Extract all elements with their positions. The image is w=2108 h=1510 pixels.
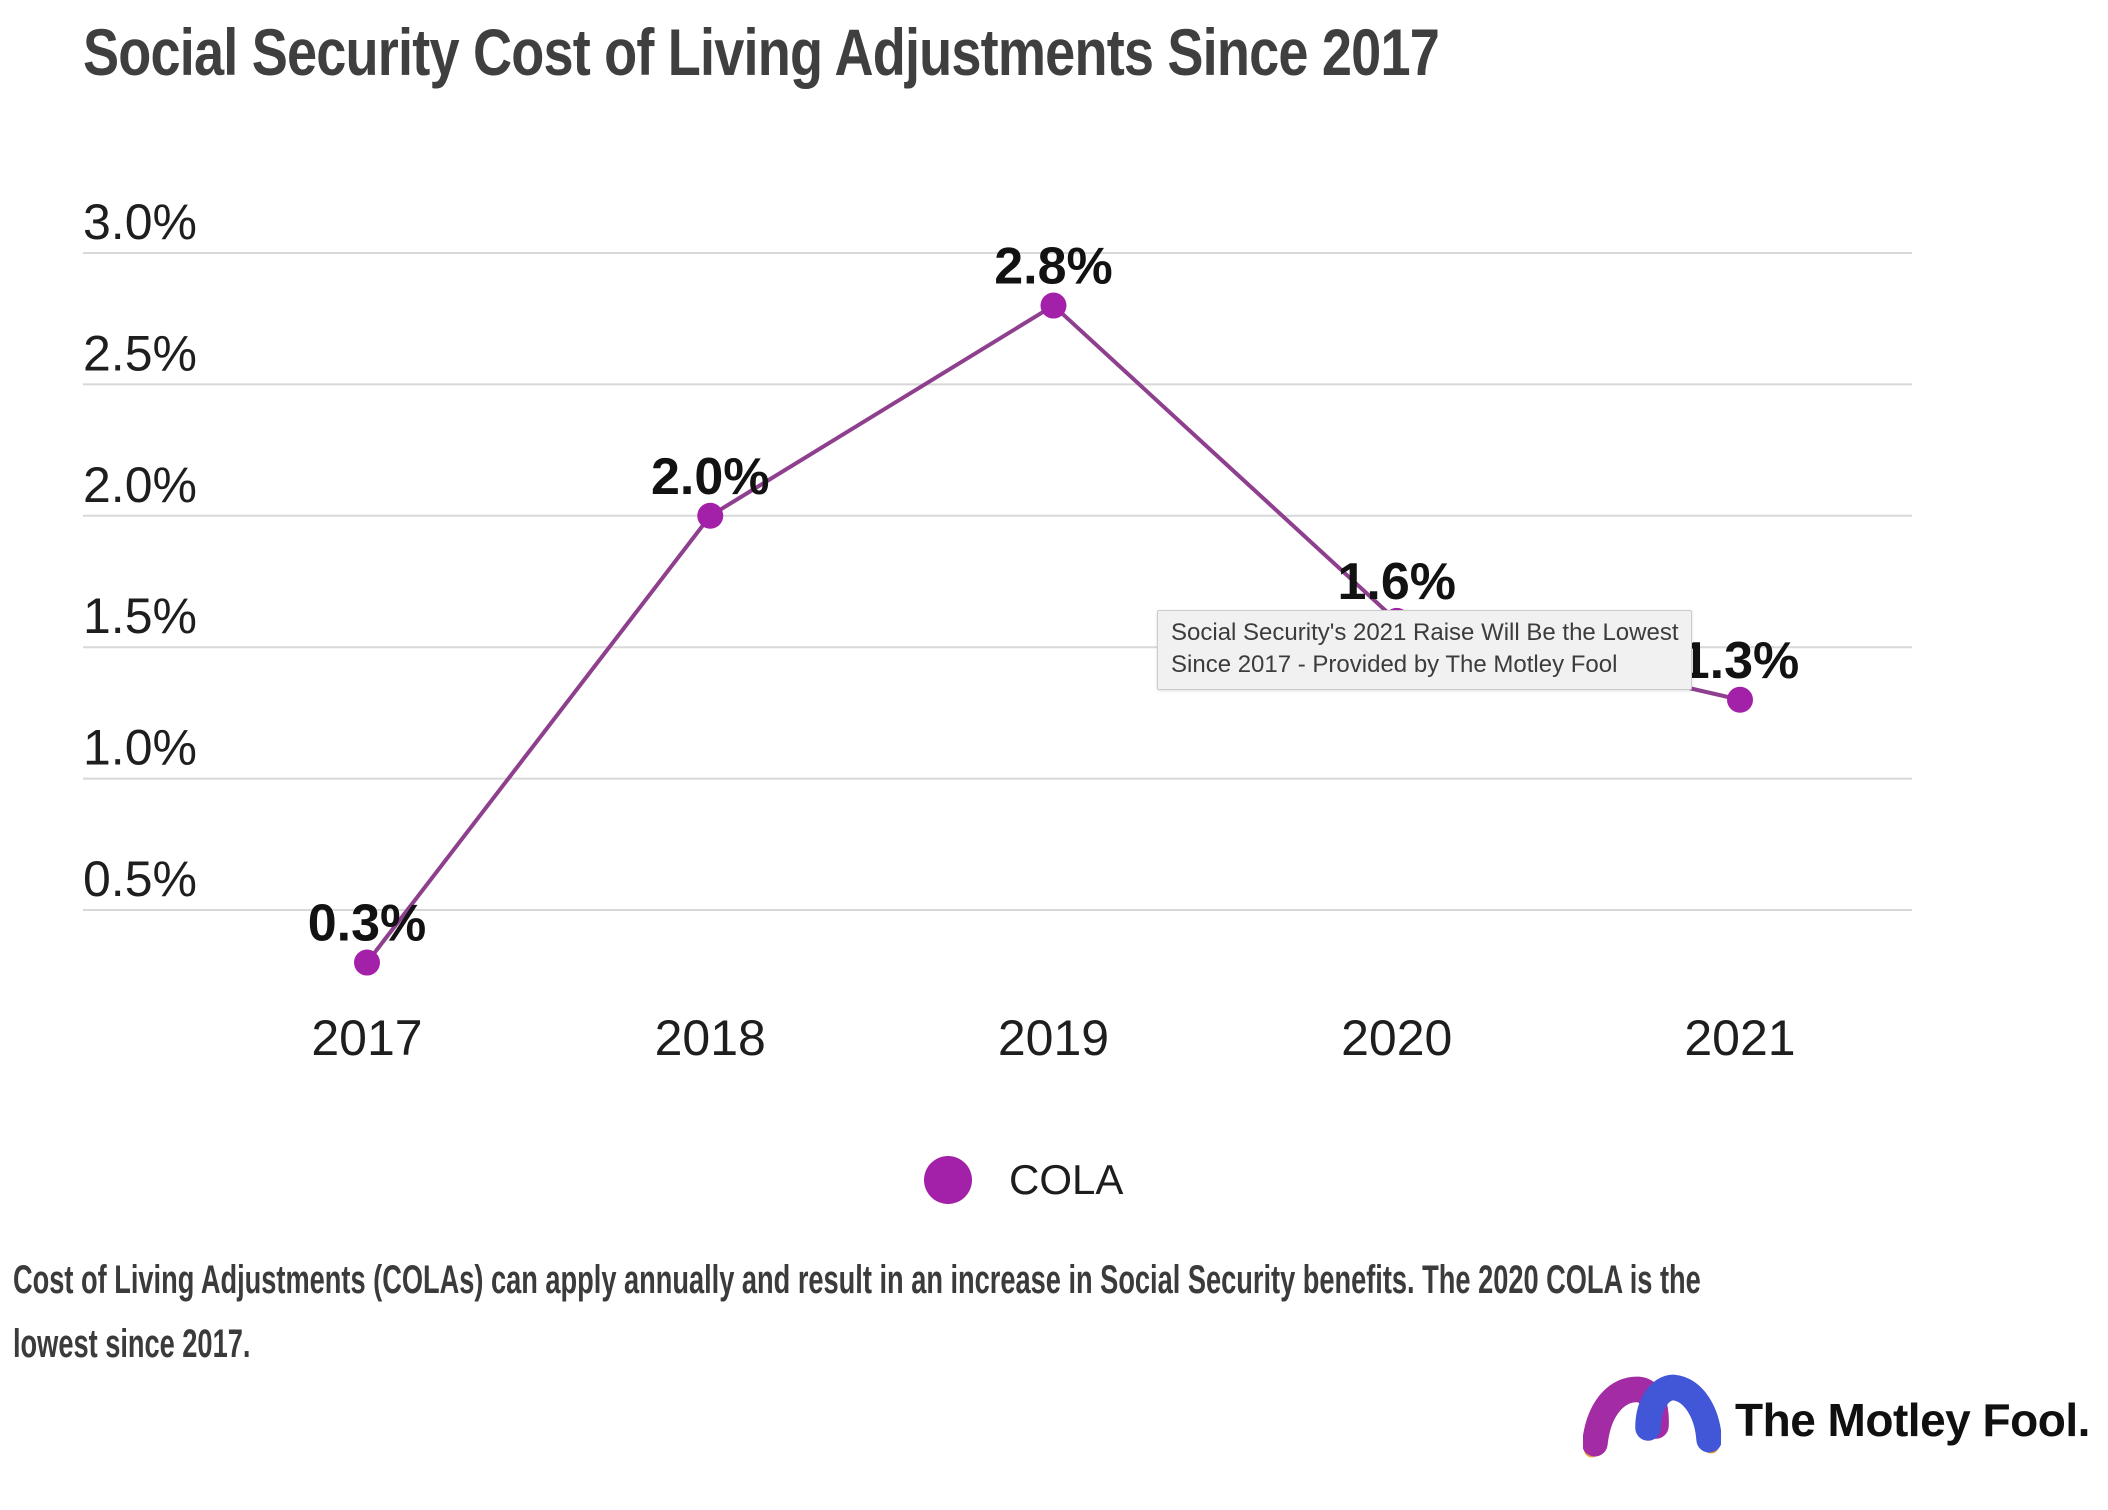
caption-line-2: lowest since 2017. xyxy=(13,1322,251,1366)
data-point-2017[interactable] xyxy=(354,949,380,976)
data-label-2021: 1.3% xyxy=(1681,632,1800,690)
data-point-2019[interactable] xyxy=(1040,292,1067,319)
logo-text: The Motley Fool. xyxy=(1735,1394,2090,1446)
legend-label: COLA xyxy=(1009,1156,1124,1203)
data-label-2019: 2.8% xyxy=(994,238,1113,296)
data-label-2017: 0.3% xyxy=(308,895,427,953)
data-label-2018: 2.0% xyxy=(651,448,770,506)
x-axis-label-2019: 2019 xyxy=(998,1010,1109,1066)
motley-fool-logo: The Motley Fool. xyxy=(1583,1374,2090,1466)
y-axis-label: 2.0% xyxy=(83,457,197,513)
tooltip-line-1: Social Security's 2021 Raise Will Be the… xyxy=(1171,619,1679,646)
x-axis-label-2020: 2020 xyxy=(1341,1010,1452,1066)
hat-right-lobe xyxy=(1635,1374,1721,1453)
y-axis-label: 1.0% xyxy=(83,720,197,776)
data-point-2018[interactable] xyxy=(697,502,724,529)
tooltip: Social Security's 2021 Raise Will Be the… xyxy=(1157,610,1693,690)
x-axis-label-2021: 2021 xyxy=(1684,1010,1795,1066)
jester-hat-icon xyxy=(1583,1374,1721,1458)
page-title: Social Security Cost of Living Adjustmen… xyxy=(83,15,1440,89)
y-axis-label: 3.0% xyxy=(83,194,197,250)
data-label-2020: 1.6% xyxy=(1337,553,1456,611)
legend: COLA xyxy=(924,1156,1123,1204)
y-axis-label: 1.5% xyxy=(83,588,197,644)
y-axis-label: 0.5% xyxy=(83,851,197,907)
y-axis-label: 2.5% xyxy=(83,325,197,381)
x-axis-label-2017: 2017 xyxy=(311,1010,422,1066)
chart-caption: Cost of Living Adjustments (COLAs) can a… xyxy=(13,1248,1701,1376)
caption-line-1: Cost of Living Adjustments (COLAs) can a… xyxy=(13,1258,1701,1302)
x-axis-label-2018: 2018 xyxy=(655,1010,766,1066)
data-point-2021[interactable] xyxy=(1727,686,1753,713)
legend-marker-icon xyxy=(924,1156,972,1204)
tooltip-line-2: Since 2017 - Provided by The Motley Fool xyxy=(1171,651,1618,678)
